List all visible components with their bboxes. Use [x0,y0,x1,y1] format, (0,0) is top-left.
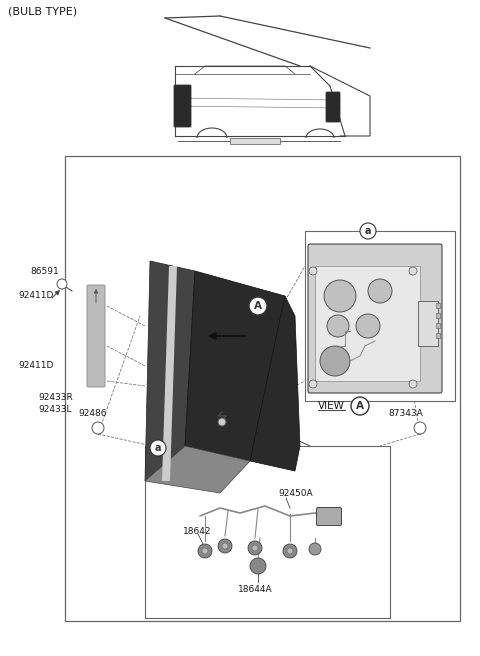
Text: A: A [356,401,364,411]
Circle shape [198,544,212,558]
Circle shape [249,297,267,315]
FancyBboxPatch shape [316,508,341,525]
Circle shape [356,314,380,338]
FancyBboxPatch shape [308,244,442,393]
Circle shape [252,545,258,551]
Text: 92486: 92486 [78,409,107,419]
Circle shape [150,440,166,456]
Bar [418,301,438,346]
Text: 92450A: 92450A [278,489,312,499]
Text: A: A [254,301,262,311]
Bar [65,156,460,621]
Polygon shape [145,261,195,481]
Bar [436,303,440,308]
Text: 92433L: 92433L [38,405,72,415]
Polygon shape [145,446,250,493]
Text: 92411D: 92411D [18,361,53,371]
Text: 18644A: 18644A [238,584,272,594]
Circle shape [414,422,426,434]
Circle shape [360,223,376,239]
Text: 85744: 85744 [210,401,239,411]
Circle shape [409,380,417,388]
Bar [436,323,440,328]
Circle shape [309,380,317,388]
Text: 92401K: 92401K [258,409,292,419]
Circle shape [351,397,369,415]
FancyBboxPatch shape [87,285,105,387]
Polygon shape [250,296,300,471]
Bar [305,231,455,401]
Circle shape [222,543,228,549]
Text: 92411D: 92411D [18,291,53,300]
Bar [145,446,390,618]
Circle shape [57,279,67,289]
Text: VIEW: VIEW [318,401,345,411]
Circle shape [218,418,226,426]
Text: 87343A: 87343A [388,409,423,419]
Polygon shape [185,271,285,461]
Text: a: a [155,443,161,453]
Circle shape [92,422,104,434]
Circle shape [283,544,297,558]
Text: a: a [365,226,371,236]
Circle shape [309,543,321,555]
Circle shape [202,548,208,554]
FancyBboxPatch shape [326,92,340,122]
Bar [436,333,440,338]
Circle shape [320,346,350,376]
Text: 86591: 86591 [30,266,59,276]
Circle shape [368,279,392,303]
FancyBboxPatch shape [315,266,420,381]
Circle shape [250,558,266,574]
Bar [436,313,440,318]
Polygon shape [162,266,177,481]
FancyBboxPatch shape [174,85,191,127]
Circle shape [309,267,317,275]
Circle shape [287,548,293,554]
Circle shape [409,267,417,275]
Text: 92402K: 92402K [258,420,292,430]
Circle shape [248,541,262,555]
FancyBboxPatch shape [230,138,280,144]
Circle shape [324,280,356,312]
Circle shape [327,315,349,337]
Text: 92433R: 92433R [38,394,73,403]
Text: 18642: 18642 [183,527,212,535]
Circle shape [218,539,232,553]
Text: (BULB TYPE): (BULB TYPE) [8,6,77,16]
